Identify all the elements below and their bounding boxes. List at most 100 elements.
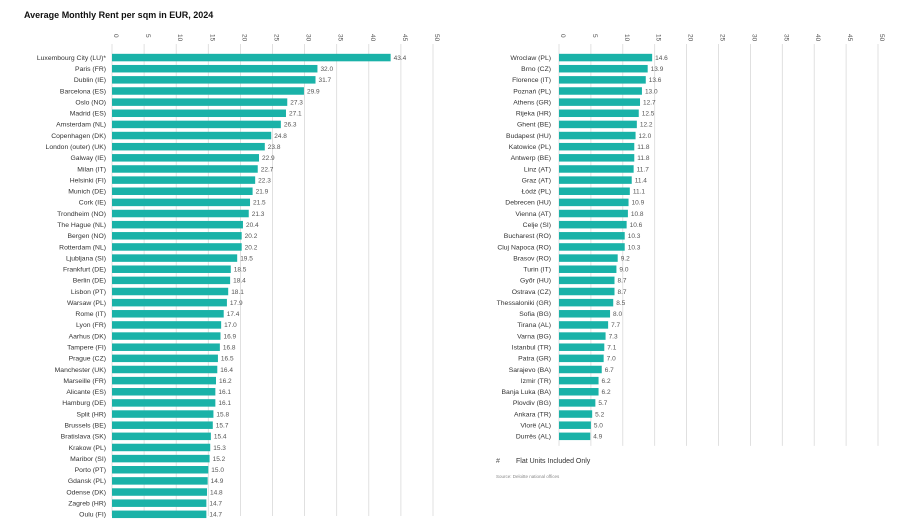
value-label: 14.6 [655, 55, 668, 62]
value-label: 23.8 [268, 144, 281, 151]
category-label: Rome (IT) [75, 311, 106, 318]
value-label: 15.7 [216, 422, 229, 429]
x-tick-label: 25 [719, 34, 726, 42]
bar [112, 76, 316, 84]
bar [112, 198, 251, 207]
value-label: 15.2 [213, 456, 226, 463]
value-label: 12.0 [639, 133, 652, 140]
category-label: Brasov (RO) [513, 255, 551, 262]
bar [112, 64, 318, 73]
bar [559, 321, 609, 329]
category-label: Galway (IE) [70, 155, 106, 162]
value-label: 13.6 [649, 77, 662, 84]
value-label: 21.5 [253, 200, 266, 207]
value-label: 7.0 [607, 356, 616, 363]
value-label: 17.9 [230, 300, 243, 307]
x-tick-label: 5 [591, 34, 598, 38]
value-label: 12.2 [640, 122, 653, 129]
value-label: 4.9 [593, 434, 602, 441]
value-label: 9.2 [621, 255, 630, 262]
bar [112, 399, 216, 407]
bar [559, 87, 642, 95]
bar [559, 298, 614, 307]
value-label: 18.4 [233, 278, 246, 285]
category-label: Thessaloniki (GR) [497, 300, 551, 307]
bar [559, 198, 629, 207]
bar [559, 187, 630, 195]
category-label: Rotterdam (NL) [59, 244, 106, 251]
value-label: 8.7 [618, 289, 627, 296]
category-label: Manchester (UK) [55, 367, 106, 374]
category-label: Alicante (ES) [66, 389, 106, 396]
x-tick-label: 20 [240, 34, 247, 42]
category-label: Graz (AT) [522, 177, 551, 184]
value-label: 20.2 [245, 233, 258, 240]
bar [559, 109, 639, 118]
category-label: Frankfurt (DE) [63, 267, 106, 274]
value-label: 6.7 [605, 367, 614, 374]
bar [559, 265, 617, 273]
category-label: Split (HR) [77, 411, 106, 418]
bar [112, 220, 243, 229]
value-label: 15.8 [216, 411, 229, 418]
source-note: Source: Deloitte national offices [496, 474, 560, 479]
chart-title: Average Monthly Rent per sqm in EUR, 202… [24, 10, 214, 20]
x-tick-label: 50 [433, 34, 440, 42]
x-tick-label: 30 [305, 34, 312, 42]
legend: # Flat Units Included Only [496, 458, 590, 465]
bar [112, 243, 242, 251]
bar [559, 332, 606, 340]
category-label: Bratislava (SK) [61, 434, 106, 441]
category-label: Krakow (PL) [69, 445, 106, 452]
x-tick-label: 40 [814, 34, 821, 42]
bar [112, 87, 304, 95]
value-label: 22.3 [258, 177, 271, 184]
category-label: Plovdiv (BG) [513, 400, 551, 407]
category-label: Tampere (FI) [67, 345, 106, 352]
bar [559, 310, 611, 318]
bar [112, 454, 210, 463]
value-label: 17.0 [224, 322, 237, 329]
value-label: 10.3 [628, 244, 641, 251]
bar [559, 376, 599, 385]
category-label: London (outer) (UK) [46, 144, 106, 151]
category-label: Tirana (AL) [517, 322, 551, 329]
category-label: Celje (SI) [523, 222, 551, 229]
bar [112, 432, 211, 441]
category-label: Trondheim (NO) [57, 211, 106, 218]
category-label: Bergen (NO) [67, 233, 106, 240]
category-label: Ghent (BE) [517, 122, 551, 129]
value-label: 15.0 [211, 467, 224, 474]
x-tick-label: 20 [687, 34, 694, 42]
bar [112, 321, 222, 329]
value-label: 16.9 [223, 333, 236, 340]
category-label: Odense (DK) [66, 489, 106, 496]
x-tick-label: 10 [176, 34, 183, 42]
value-label: 5.2 [595, 411, 604, 418]
x-tick-label: 40 [369, 34, 376, 42]
category-label: Poznań (PL) [513, 88, 551, 95]
chart-panel-1: 0 5 10 15 20 25 30 35 40 45 50 Luxembourg City (LU)… [37, 34, 440, 519]
category-label: Sofia (BG) [519, 311, 551, 318]
category-label: Ostrava (CZ) [512, 289, 551, 296]
category-label: Durrës (AL) [516, 434, 551, 441]
category-label: Patra (GR) [518, 356, 551, 363]
category-label: Maribor (SI) [70, 456, 106, 463]
bar [112, 421, 213, 429]
category-label: Rijeka (HR) [516, 111, 551, 118]
value-label: 8.7 [618, 278, 627, 285]
bar [559, 354, 604, 363]
bar [559, 243, 625, 251]
value-label: 27.1 [289, 111, 302, 118]
bar [559, 176, 632, 184]
value-label: 16.1 [218, 400, 231, 407]
category-label: Turin (IT) [523, 267, 551, 274]
bar [112, 109, 286, 118]
category-label: Bucharest (RO) [504, 233, 551, 240]
value-label: 14.7 [209, 500, 222, 507]
value-label: 20.4 [246, 222, 259, 229]
bar [112, 209, 249, 218]
category-label: Zagreb (HR) [68, 500, 106, 507]
bar [559, 365, 602, 374]
